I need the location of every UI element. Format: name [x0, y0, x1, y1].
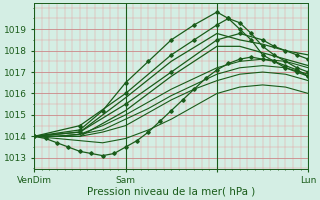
X-axis label: Pression niveau de la mer( hPa ): Pression niveau de la mer( hPa ) — [87, 187, 255, 197]
